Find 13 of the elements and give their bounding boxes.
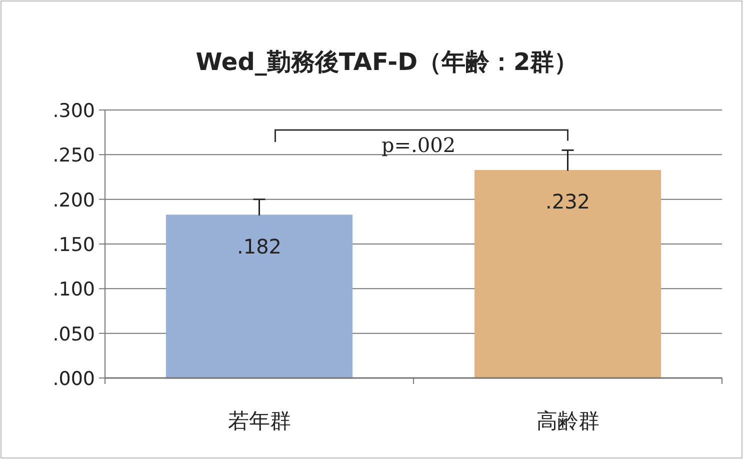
y-tick-label: .050 — [52, 323, 95, 346]
y-tick-label: .300 — [52, 100, 95, 122]
y-tick-label: .000 — [52, 368, 95, 390]
chart-title: Wed_勤務後TAF-D（年齢：2群） — [196, 48, 578, 76]
y-tick-label: .100 — [52, 278, 95, 301]
x-tick-label: 若年群 — [228, 409, 291, 433]
x-tick-label: 高齢群 — [536, 409, 600, 433]
annotation: p=.002 — [381, 133, 456, 157]
y-tick-label: .150 — [52, 234, 95, 256]
y-tick-label: .200 — [52, 189, 95, 212]
data-label: .182 — [236, 234, 282, 258]
y-tick-label: .250 — [52, 144, 95, 167]
data-label: .232 — [545, 190, 590, 214]
